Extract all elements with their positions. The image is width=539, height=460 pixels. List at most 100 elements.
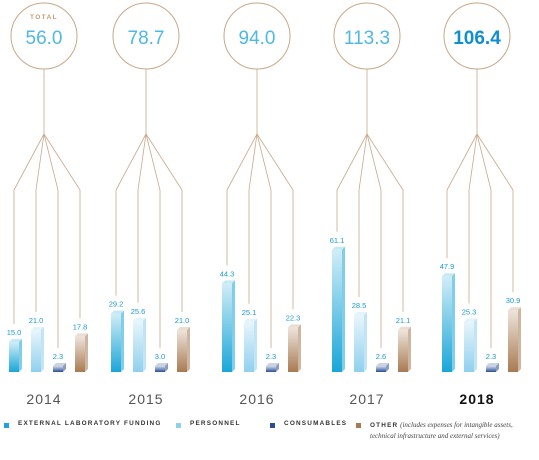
bar xyxy=(398,329,408,372)
value-label: 2.6 xyxy=(376,352,386,361)
bar xyxy=(266,366,276,372)
bar-top xyxy=(354,312,367,315)
bar xyxy=(288,327,298,372)
bar-side xyxy=(408,326,411,372)
bar-top xyxy=(222,280,235,284)
value-label: 25.3 xyxy=(462,307,477,316)
bar-top xyxy=(111,310,124,314)
connector-branch xyxy=(115,133,147,296)
connector-branch xyxy=(446,133,478,259)
total-value: 106.4 xyxy=(453,28,501,49)
value-label: 25.6 xyxy=(131,307,146,316)
legend-swatch xyxy=(270,423,275,428)
bar-side xyxy=(276,363,279,372)
bar xyxy=(222,283,232,372)
year-label: 2016 xyxy=(239,391,274,407)
bar-top xyxy=(442,273,455,277)
legend-swatch xyxy=(4,423,9,428)
bar-top xyxy=(75,333,88,337)
bar-side xyxy=(386,363,389,372)
bar-side xyxy=(165,363,168,372)
legend-label: CONSUMABLES xyxy=(284,420,348,427)
bar xyxy=(9,342,19,372)
bar-top xyxy=(486,363,499,366)
legend-label: EXTERNAL LABORATORY FUNDING xyxy=(18,420,162,427)
year-label: 2017 xyxy=(349,391,384,407)
bar-side xyxy=(496,363,499,372)
value-label: 30.9 xyxy=(506,296,521,305)
bar xyxy=(376,366,386,372)
connector-branch xyxy=(358,133,368,297)
bar-side xyxy=(254,318,257,372)
bar-side xyxy=(474,318,477,372)
legend-other-note: (includes expenses for intangible assets… xyxy=(370,421,513,440)
bar xyxy=(177,330,187,372)
bar-side xyxy=(364,312,367,372)
bar-side xyxy=(121,310,124,372)
bar xyxy=(486,366,496,372)
bar-side xyxy=(41,327,44,372)
bar-top xyxy=(9,339,22,342)
legend-label: PERSONNEL xyxy=(190,420,241,427)
value-label: 25.1 xyxy=(242,308,257,317)
year-label: 2014 xyxy=(26,391,61,407)
connector-branch xyxy=(476,133,492,348)
value-label: 3.0 xyxy=(155,352,165,361)
bar-top xyxy=(398,326,411,330)
bar-top xyxy=(508,307,521,311)
bar-top xyxy=(177,327,190,330)
bar-side xyxy=(518,307,521,372)
bar-top xyxy=(31,327,44,330)
bar-top xyxy=(244,318,257,322)
bar-side xyxy=(452,273,455,372)
bar-top xyxy=(376,363,389,366)
bar-side xyxy=(298,324,301,372)
bar-top xyxy=(53,363,66,366)
bar-side xyxy=(85,333,88,372)
value-label: 21.0 xyxy=(175,316,190,325)
connector-branch xyxy=(226,133,258,266)
value-label: 2.3 xyxy=(266,352,276,361)
value-label: 47.9 xyxy=(440,262,455,271)
bar-side xyxy=(63,363,66,372)
bar xyxy=(133,320,143,372)
connector-branch xyxy=(248,133,258,304)
bar xyxy=(464,321,474,372)
value-label: 15.0 xyxy=(7,328,22,337)
connector-branch xyxy=(145,133,161,348)
bar xyxy=(244,321,254,372)
total-value: 78.7 xyxy=(128,28,165,49)
value-label: 28.5 xyxy=(352,301,367,310)
value-label: 44.3 xyxy=(220,269,235,278)
value-label: 21.0 xyxy=(29,316,44,325)
legend-swatch xyxy=(356,423,361,428)
bar xyxy=(155,366,165,372)
bar xyxy=(508,310,518,372)
year-label: 2018 xyxy=(459,391,494,407)
bar-top xyxy=(332,246,345,250)
connector-branch xyxy=(256,133,294,310)
bar-side xyxy=(19,339,22,372)
legend-label: OTHER xyxy=(370,422,399,429)
bar-top xyxy=(266,363,279,366)
total-value: 113.3 xyxy=(344,28,390,49)
bar xyxy=(354,315,364,372)
connector-branch xyxy=(137,133,147,303)
bar xyxy=(442,276,452,372)
value-label: 2.3 xyxy=(486,352,496,361)
connector-branch xyxy=(35,133,45,312)
bar-side xyxy=(232,280,235,372)
value-label: 17.8 xyxy=(73,322,88,331)
bar xyxy=(75,336,85,372)
bar xyxy=(111,313,121,372)
value-label: 61.1 xyxy=(330,236,345,245)
total-value: 94.0 xyxy=(239,28,276,49)
bar-side xyxy=(342,246,345,372)
connector-branch xyxy=(256,133,272,348)
legend-swatch xyxy=(176,423,181,428)
bar-top xyxy=(464,318,477,322)
value-label: 22.3 xyxy=(286,313,301,322)
connector-branch xyxy=(43,133,81,319)
total-value: 56.0 xyxy=(26,28,63,49)
